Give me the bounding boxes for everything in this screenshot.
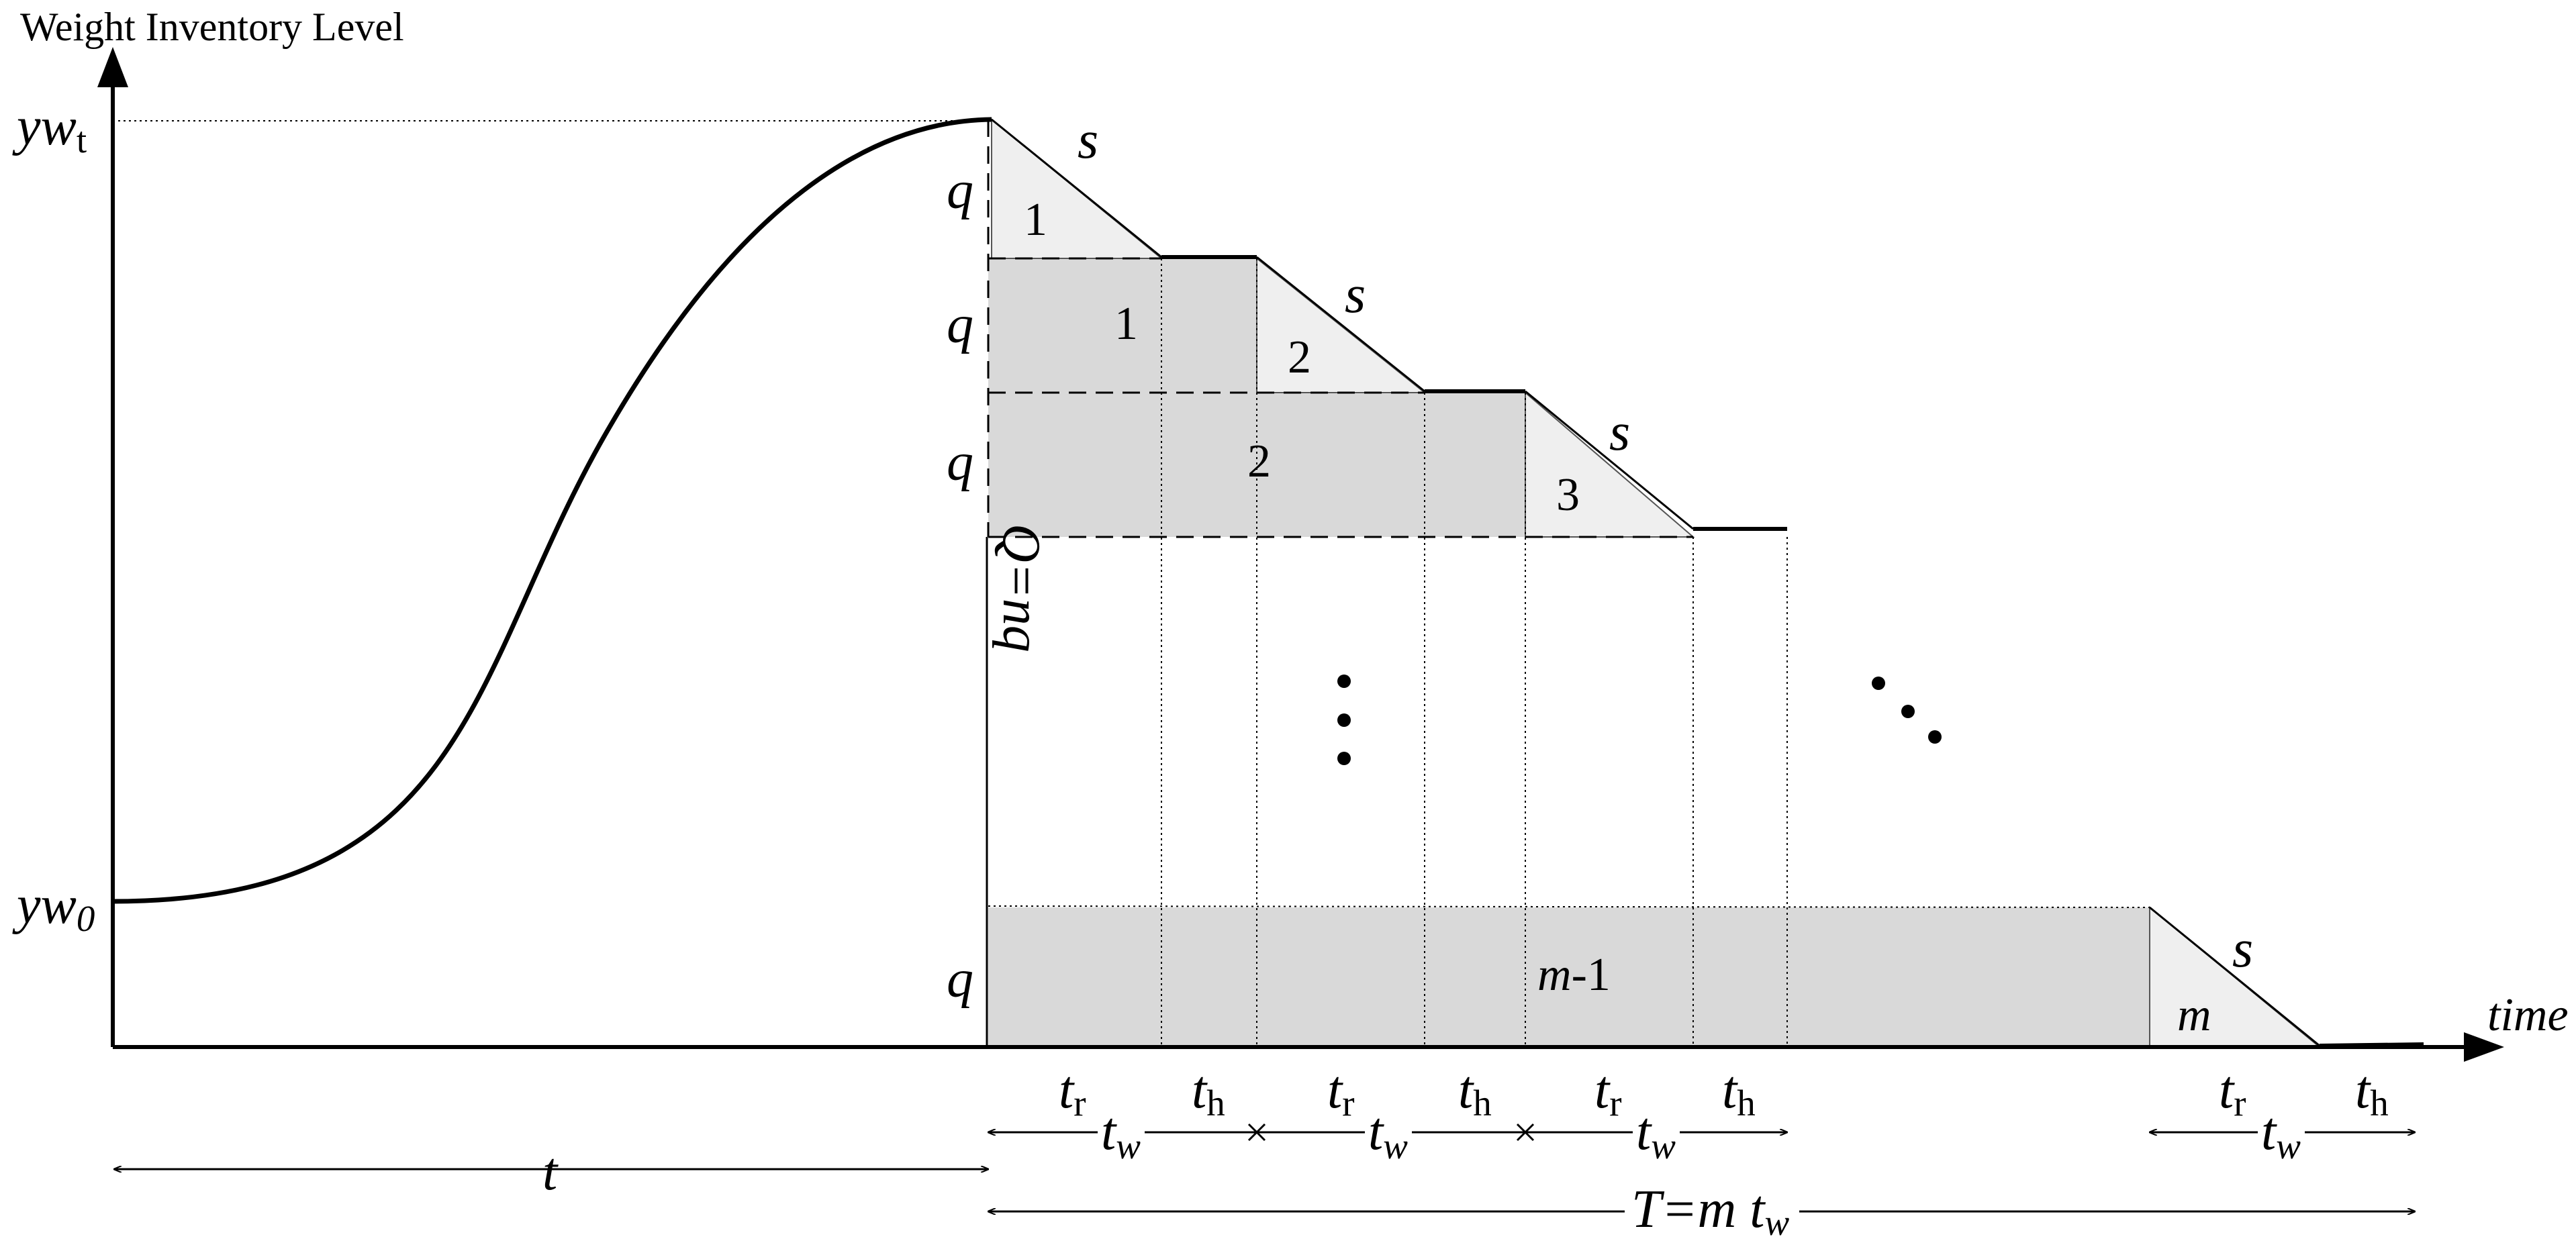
x-axis-title: time [2487, 989, 2569, 1041]
rect-number-1: 1 [1114, 298, 1138, 350]
th-labels: th th th th [1192, 1060, 2389, 1124]
svg-text:th: th [2355, 1060, 2389, 1124]
svg-text:tr: tr [1327, 1060, 1355, 1124]
rect-1 [988, 258, 1257, 393]
t-label: t [542, 1142, 559, 1201]
q-label-2: q [947, 295, 973, 354]
rect-2 [988, 393, 1525, 537]
tw-labels: tw tw tw tw [1101, 1102, 2301, 1166]
s-label-1: s [1078, 111, 1098, 170]
q-label-3: q [947, 433, 973, 492]
triangle-number-2: 2 [1288, 332, 1311, 383]
x-axis-arrow [2464, 1032, 2504, 1062]
Q-equals-nq-label: Q=nq [992, 524, 1051, 652]
yw-0-label: yw0 [12, 876, 95, 939]
triangle-2 [1256, 256, 1427, 393]
svg-text:tw: tw [1636, 1102, 1676, 1166]
triangle-number-m: m [2177, 989, 2211, 1041]
slope-lines [991, 118, 2320, 1047]
q-label-1: q [947, 161, 973, 220]
rect-m-minus-1 [988, 907, 2150, 1047]
triangle-number-3: 3 [1556, 469, 1580, 521]
svg-text:th: th [1722, 1060, 1756, 1124]
tw-arrows [988, 1123, 2415, 1142]
y-axis-title: Weight Inventory Level [20, 5, 404, 49]
s-label-m: s [2232, 919, 2253, 979]
svg-text:tw: tw [1101, 1102, 1141, 1166]
s-label-2: s [1345, 265, 1366, 324]
s-label-3: s [1609, 403, 1630, 462]
dotted-lines [113, 120, 2150, 1047]
svg-text:tr: tr [2219, 1060, 2246, 1124]
growth-curve [112, 117, 992, 904]
y-axis-arrow [97, 47, 128, 87]
svg-text:tw: tw [2261, 1102, 2301, 1166]
ellipsis-dots [1337, 675, 1942, 765]
yw-t-label: ywt [12, 97, 87, 160]
dashed-lines [987, 119, 1693, 538]
svg-text:tw: tw [1368, 1102, 1408, 1166]
svg-text:tr: tr [1594, 1060, 1622, 1124]
svg-text:tr: tr [1059, 1060, 1086, 1124]
T-label: T=m tw [1631, 1180, 1789, 1240]
rect-number-m-1: m-1 [1537, 949, 1611, 1001]
svg-text:th: th [1458, 1060, 1492, 1124]
triangle-number-1: 1 [1024, 194, 1047, 246]
q-label-4: q [947, 950, 973, 1009]
rect-number-2: 2 [1247, 436, 1271, 487]
inventory-rectangles [988, 258, 2150, 1047]
svg-text:th: th [1192, 1060, 1225, 1124]
tr-labels: tr tr tr tr [1059, 1060, 2246, 1124]
